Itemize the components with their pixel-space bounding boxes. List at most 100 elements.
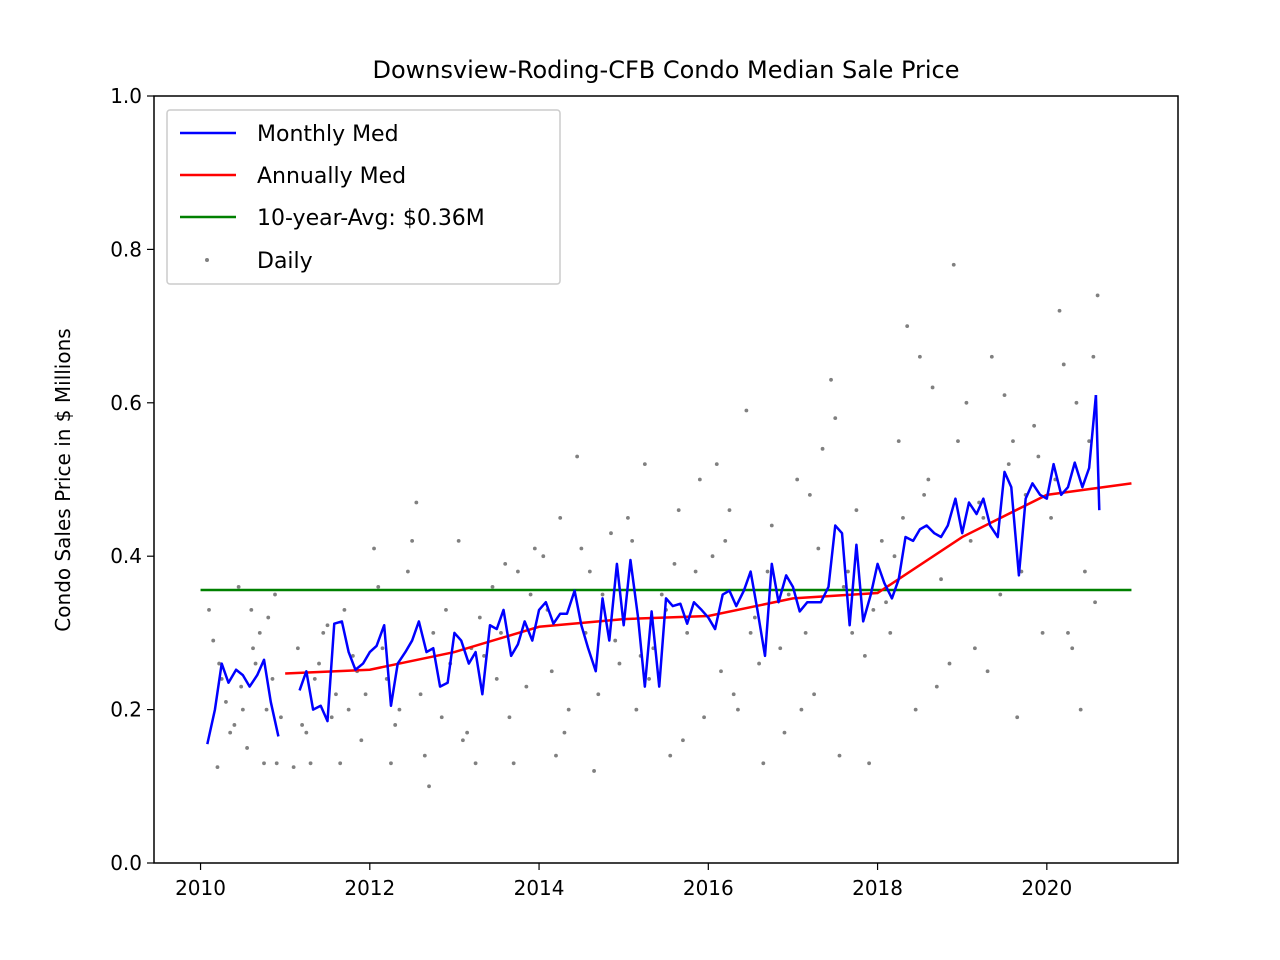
daily-point bbox=[549, 669, 554, 674]
daily-point bbox=[1074, 400, 1079, 405]
daily-point bbox=[702, 715, 706, 720]
daily-point bbox=[736, 707, 740, 712]
daily-point bbox=[562, 730, 567, 735]
daily-point bbox=[761, 761, 766, 766]
daily-point bbox=[634, 707, 639, 712]
daily-point bbox=[270, 677, 275, 681]
y-tick-label: 0.2 bbox=[110, 698, 142, 722]
daily-point bbox=[778, 646, 783, 651]
daily-point bbox=[393, 723, 398, 727]
daily-point bbox=[587, 569, 592, 574]
x-axis: 2010 2012 2014 2016 2018 2020 bbox=[175, 863, 1072, 900]
daily-point bbox=[951, 262, 956, 267]
daily-point bbox=[731, 692, 736, 697]
monthly-median-line bbox=[206, 658, 280, 745]
daily-point bbox=[846, 569, 850, 574]
daily-point bbox=[321, 631, 326, 635]
daily-point bbox=[1032, 423, 1037, 428]
daily-point bbox=[240, 707, 245, 712]
daily-point bbox=[917, 354, 922, 359]
daily-point bbox=[816, 546, 821, 551]
daily-point bbox=[600, 592, 605, 597]
y-tick-label: 1.0 bbox=[110, 84, 142, 108]
daily-point bbox=[334, 692, 338, 697]
daily-point bbox=[905, 324, 910, 328]
daily-point bbox=[507, 715, 512, 720]
daily-point bbox=[405, 569, 410, 574]
daily-point bbox=[1093, 600, 1097, 605]
daily-point bbox=[892, 554, 897, 559]
daily-point bbox=[795, 477, 800, 482]
daily-point bbox=[676, 508, 681, 513]
daily-point bbox=[697, 477, 702, 482]
daily-point bbox=[304, 730, 309, 735]
daily-point bbox=[901, 515, 905, 520]
daily-point bbox=[592, 769, 596, 773]
legend-label-annual: Annually Med bbox=[257, 164, 406, 189]
daily-point bbox=[913, 707, 918, 712]
daily-point bbox=[642, 462, 647, 467]
daily-point bbox=[1036, 454, 1041, 459]
daily-point bbox=[295, 646, 300, 651]
daily-point bbox=[410, 538, 415, 543]
daily-point bbox=[613, 638, 618, 643]
daily-point bbox=[1057, 308, 1062, 313]
daily-point bbox=[807, 492, 812, 497]
daily-point bbox=[427, 784, 431, 789]
daily-point bbox=[1083, 569, 1087, 574]
daily-point bbox=[1061, 362, 1066, 367]
x-tick-label: 2020 bbox=[1021, 876, 1072, 900]
y-tick-label: 0.4 bbox=[110, 544, 142, 568]
daily-point bbox=[926, 477, 931, 482]
daily-point bbox=[837, 753, 842, 758]
daily-point bbox=[376, 584, 381, 589]
daily-point bbox=[681, 738, 685, 743]
daily-point bbox=[769, 523, 774, 528]
daily-point bbox=[744, 408, 749, 413]
daily-point bbox=[439, 715, 444, 720]
daily-point bbox=[841, 584, 846, 589]
daily-point bbox=[217, 661, 222, 666]
daily-point bbox=[630, 538, 635, 543]
daily-point bbox=[757, 661, 761, 666]
daily-point bbox=[211, 638, 216, 643]
daily-point bbox=[380, 646, 385, 651]
daily-point bbox=[964, 400, 969, 405]
daily-point bbox=[253, 661, 258, 666]
daily-point bbox=[532, 546, 537, 551]
daily-point bbox=[748, 631, 753, 635]
daily-point bbox=[342, 607, 347, 612]
daily-point bbox=[939, 577, 943, 582]
monthly-median-line bbox=[1094, 395, 1101, 511]
daily-point bbox=[1011, 439, 1015, 444]
daily-point bbox=[1015, 715, 1020, 720]
daily-point bbox=[262, 761, 266, 766]
daily-point bbox=[1040, 631, 1045, 635]
daily-point bbox=[308, 761, 313, 766]
legend: Monthly Med Annually Med 10-year-Avg: $0… bbox=[166, 109, 561, 285]
y-tick-label: 0.8 bbox=[110, 237, 142, 261]
daily-point bbox=[879, 538, 884, 543]
daily-point bbox=[350, 654, 355, 658]
daily-point bbox=[397, 707, 402, 712]
daily-point bbox=[264, 707, 269, 712]
daily-point bbox=[867, 761, 872, 766]
daily-point bbox=[659, 592, 664, 597]
daily-point bbox=[291, 765, 296, 770]
x-tick-label: 2012 bbox=[344, 876, 395, 900]
daily-point bbox=[465, 730, 470, 735]
daily-point bbox=[575, 454, 580, 459]
daily-point bbox=[215, 765, 220, 770]
daily-point bbox=[930, 385, 935, 390]
daily-point bbox=[499, 631, 503, 635]
daily-point bbox=[981, 515, 986, 520]
daily-point bbox=[968, 538, 973, 543]
daily-point bbox=[752, 615, 757, 620]
daily-point bbox=[482, 654, 486, 658]
daily-point bbox=[418, 692, 423, 697]
daily-point bbox=[414, 500, 419, 505]
daily-point bbox=[947, 661, 952, 666]
daily-point bbox=[812, 692, 816, 697]
daily-point bbox=[786, 592, 791, 597]
daily-point bbox=[389, 761, 393, 766]
